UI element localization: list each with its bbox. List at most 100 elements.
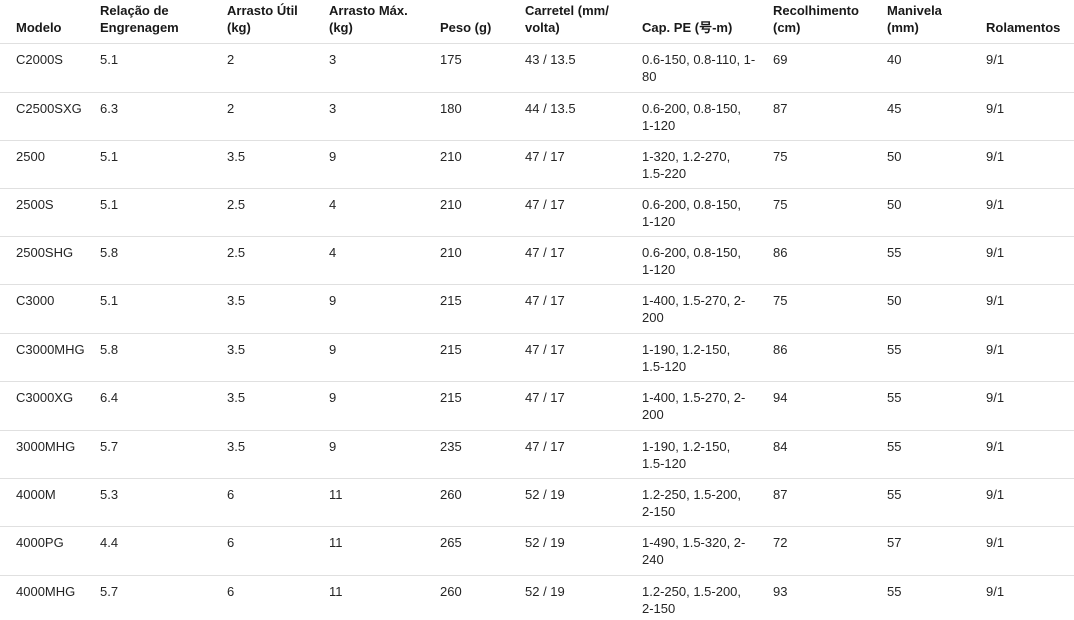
cell-modelo: 2500: [0, 140, 100, 189]
cell-arrasto-max: 9: [329, 284, 440, 334]
cell-recolhimento: 86: [773, 236, 887, 285]
cell-recolhimento: 69: [773, 43, 887, 93]
table-row-2500shg: 2500SHG 5.8 2.5 4 210 47 / 17 0.6-200, 0.8-150…: [0, 236, 1074, 285]
cell-manivela: 50: [887, 284, 986, 334]
cell-peso: 260: [440, 478, 525, 527]
cell-peso: 175: [440, 43, 525, 93]
cell-recolhimento: 94: [773, 381, 887, 431]
cell-rolamentos: 9/1: [986, 188, 1074, 237]
cell-arrasto-max: 11: [329, 526, 440, 576]
cell-peso: 215: [440, 284, 525, 334]
cell-arrasto-util: 6: [227, 478, 329, 527]
cell-arrasto-max: 11: [329, 575, 440, 620]
cell-arrasto-util: 2.5: [227, 188, 329, 237]
cell-manivela: 50: [887, 140, 986, 189]
cell-relacao: 5.1: [100, 188, 227, 237]
cell-cap-pe: 0.6-200, 0.8-150, 1-120: [642, 236, 773, 285]
cell-cap-pe: 1.2-250, 1.5-200, 2-150: [642, 478, 773, 527]
cell-relacao: 6.4: [100, 381, 227, 431]
cell-arrasto-max: 9: [329, 430, 440, 479]
table-row-4000mhg: 4000MHG 5.7 6 11 260 52 / 19 1.2-250, 1.5-200,…: [0, 575, 1074, 620]
cell-relacao: 5.1: [100, 140, 227, 189]
cell-relacao: 5.7: [100, 430, 227, 479]
cell-modelo: C3000: [0, 284, 100, 334]
cell-rolamentos: 9/1: [986, 478, 1074, 527]
cell-arrasto-max: 3: [329, 43, 440, 93]
cell-peso: 265: [440, 526, 525, 576]
cell-relacao: 4.4: [100, 526, 227, 576]
cell-recolhimento: 75: [773, 140, 887, 189]
cell-relacao: 5.8: [100, 236, 227, 285]
cell-recolhimento: 84: [773, 430, 887, 479]
cell-cap-pe: 1.2-250, 1.5-200, 2-150: [642, 575, 773, 620]
cell-manivela: 55: [887, 575, 986, 620]
cell-arrasto-util: 3.5: [227, 284, 329, 334]
cell-modelo: C3000XG: [0, 381, 100, 431]
cell-relacao: 5.1: [100, 284, 227, 334]
cell-rolamentos: 9/1: [986, 284, 1074, 334]
cell-arrasto-util: 2: [227, 92, 329, 141]
cell-peso: 235: [440, 430, 525, 479]
cell-recolhimento: 72: [773, 526, 887, 576]
cell-recolhimento: 75: [773, 188, 887, 237]
cell-peso: 215: [440, 381, 525, 431]
cell-manivela: 55: [887, 333, 986, 382]
cell-modelo: 4000M: [0, 478, 100, 527]
cell-recolhimento: 87: [773, 478, 887, 527]
cell-peso: 210: [440, 140, 525, 189]
cell-carretel: 52 / 19: [525, 526, 642, 576]
cell-rolamentos: 9/1: [986, 526, 1074, 576]
table-row-c3000: C3000 5.1 3.5 9 215 47 / 17 1-400, 1.5-270, 2-…: [0, 284, 1074, 334]
column-header-rolamentos: Rolamentos: [986, 0, 1074, 44]
cell-carretel: 47 / 17: [525, 140, 642, 189]
cell-relacao: 5.8: [100, 333, 227, 382]
cell-manivela: 55: [887, 381, 986, 431]
cell-arrasto-util: 2: [227, 43, 329, 93]
cell-peso: 215: [440, 333, 525, 382]
cell-arrasto-max: 4: [329, 236, 440, 285]
cell-cap-pe: 1-490, 1.5-320, 2-240: [642, 526, 773, 576]
cell-arrasto-max: 9: [329, 333, 440, 382]
column-header-arrasto-util: Arrasto Útil (kg): [227, 0, 329, 44]
table-row-3000mhg: 3000MHG 5.7 3.5 9 235 47 / 17 1-190, 1.2-150, …: [0, 430, 1074, 479]
cell-carretel: 47 / 17: [525, 236, 642, 285]
cell-manivela: 40: [887, 43, 986, 93]
cell-relacao: 5.7: [100, 575, 227, 620]
column-header-arrasto-max: Arrasto Máx. (kg): [329, 0, 440, 44]
cell-arrasto-max: 11: [329, 478, 440, 527]
cell-modelo: 3000MHG: [0, 430, 100, 479]
cell-carretel: 47 / 17: [525, 381, 642, 431]
table-header-row: Modelo Relação de Engrenagem Arrasto Útil …: [0, 0, 1074, 44]
cell-rolamentos: 9/1: [986, 333, 1074, 382]
cell-carretel: 47 / 17: [525, 188, 642, 237]
cell-peso: 210: [440, 188, 525, 237]
table-row-2500s: 2500S 5.1 2.5 4 210 47 / 17 0.6-200, 0.8-150, …: [0, 188, 1074, 237]
cell-cap-pe: 1-400, 1.5-270, 2-200: [642, 381, 773, 431]
cell-peso: 210: [440, 236, 525, 285]
cell-arrasto-util: 6: [227, 526, 329, 576]
cell-manivela: 55: [887, 430, 986, 479]
cell-rolamentos: 9/1: [986, 236, 1074, 285]
cell-arrasto-util: 3.5: [227, 140, 329, 189]
cell-cap-pe: 0.6-150, 0.8-110, 1-80: [642, 43, 773, 93]
cell-rolamentos: 9/1: [986, 43, 1074, 93]
cell-recolhimento: 87: [773, 92, 887, 141]
cell-carretel: 44 / 13.5: [525, 92, 642, 141]
cell-relacao: 6.3: [100, 92, 227, 141]
cell-manivela: 57: [887, 526, 986, 576]
table-row-4000m: 4000M 5.3 6 11 260 52 / 19 1.2-250, 1.5-200, 2…: [0, 478, 1074, 527]
cell-arrasto-util: 3.5: [227, 381, 329, 431]
cell-modelo: 4000PG: [0, 526, 100, 576]
cell-manivela: 55: [887, 236, 986, 285]
table-row-c2500sxg: C2500SXG 6.3 2 3 180 44 / 13.5 0.6-200, 0.8-15…: [0, 92, 1074, 141]
cell-carretel: 52 / 19: [525, 478, 642, 527]
cell-carretel: 47 / 17: [525, 284, 642, 334]
cell-recolhimento: 93: [773, 575, 887, 620]
cell-arrasto-max: 9: [329, 140, 440, 189]
cell-carretel: 47 / 17: [525, 333, 642, 382]
cell-modelo: C2000S: [0, 43, 100, 93]
cell-carretel: 47 / 17: [525, 430, 642, 479]
cell-modelo: C3000MHG: [0, 333, 100, 382]
cell-recolhimento: 75: [773, 284, 887, 334]
